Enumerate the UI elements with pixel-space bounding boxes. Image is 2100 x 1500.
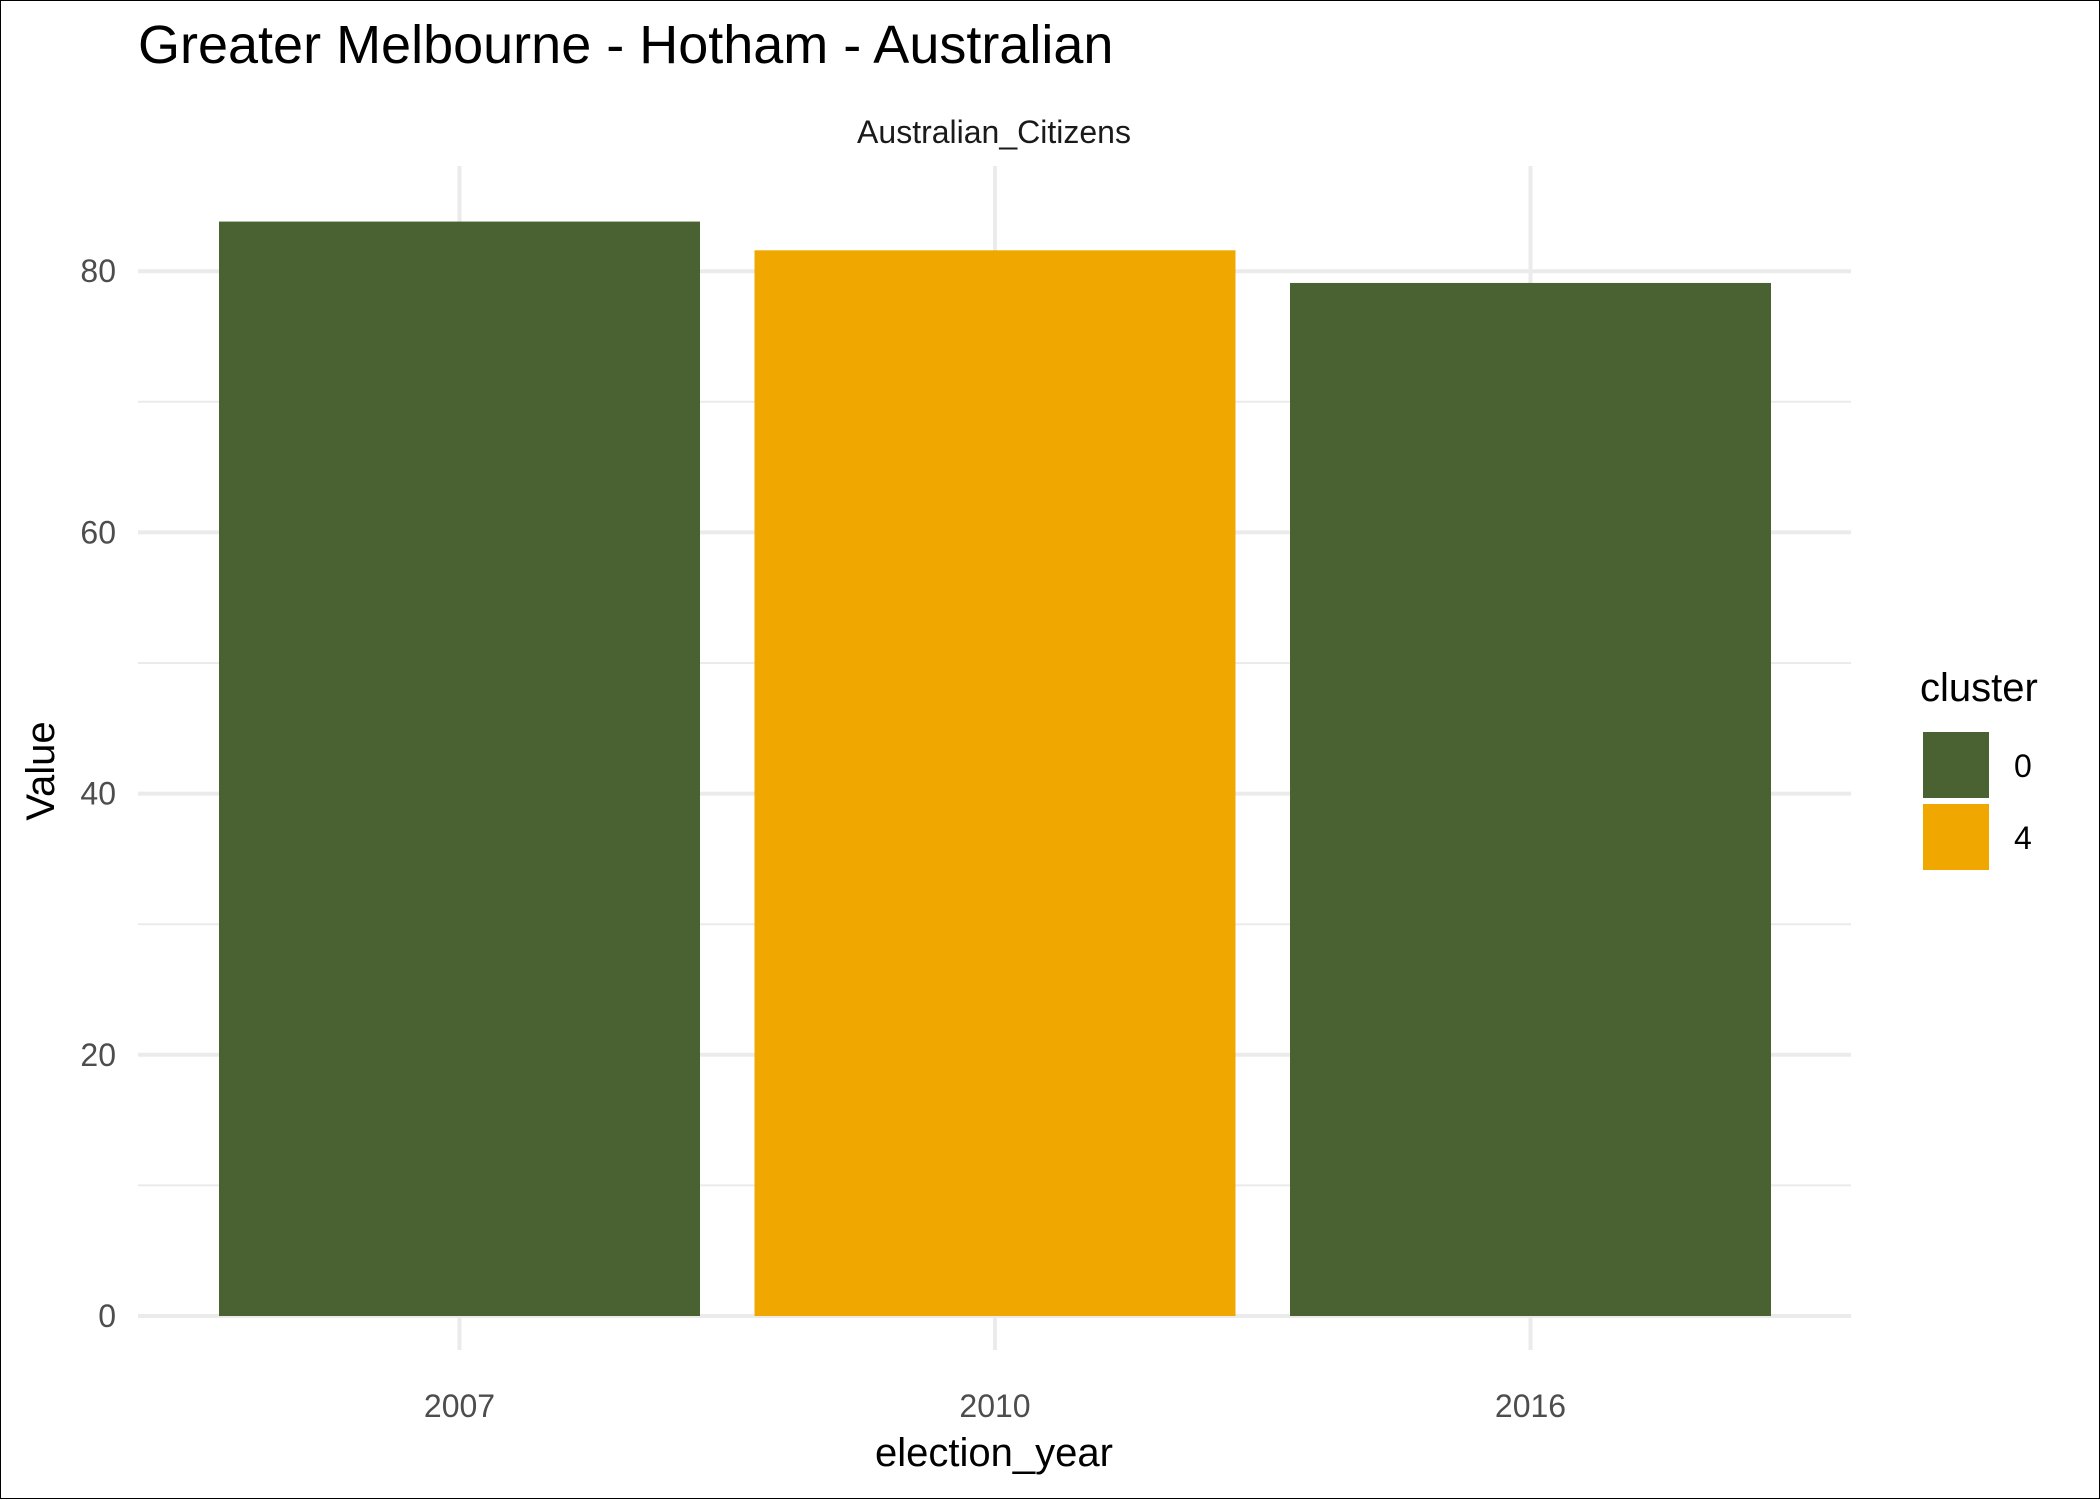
- facet-label: Australian_Citizens: [857, 114, 1131, 150]
- bar-2016: [1290, 282, 1771, 1317]
- bar-2007: [219, 221, 700, 1316]
- y-tick-label: 0: [98, 1298, 116, 1334]
- legend-swatch-0: [1923, 732, 1989, 798]
- legend-entries: 04: [1923, 732, 2032, 870]
- y-tick-label: 20: [80, 1037, 116, 1073]
- x-tick-label: 2010: [959, 1388, 1030, 1424]
- x-axis-ticks: 2007 2010 2016: [424, 1388, 1566, 1424]
- legend: cluster 04: [1920, 666, 2038, 870]
- x-tick-label: 2016: [1495, 1388, 1566, 1424]
- y-tick-label: 60: [80, 514, 116, 550]
- y-tick-label: 40: [80, 776, 116, 812]
- x-axis-title: election_year: [875, 1431, 1113, 1475]
- bar-2010: [754, 250, 1236, 1317]
- legend-label: 4: [2014, 820, 2032, 856]
- legend-swatch-4: [1923, 804, 1989, 870]
- legend-label: 0: [2014, 748, 2032, 784]
- chart-title: Greater Melbourne - Hotham - Australian: [138, 15, 1113, 75]
- y-tick-label: 80: [80, 253, 116, 289]
- y-axis-ticks: 0 20 40 60 80: [80, 253, 116, 1334]
- y-axis-title: Value: [19, 721, 63, 820]
- x-tick-label: 2007: [424, 1388, 495, 1424]
- legend-title: cluster: [1920, 666, 2038, 710]
- bars: [219, 221, 1771, 1317]
